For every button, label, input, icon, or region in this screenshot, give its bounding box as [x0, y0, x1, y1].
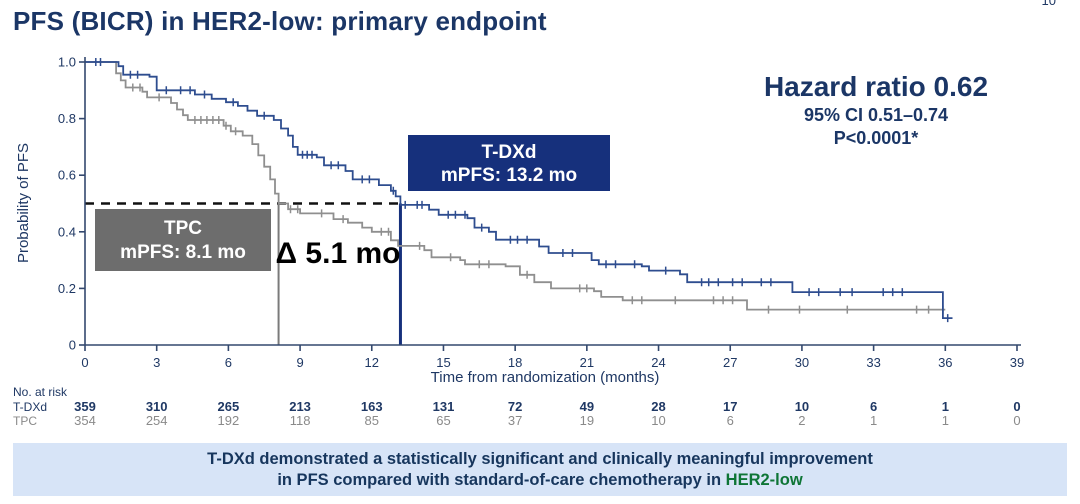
risk-table-value: 17	[723, 399, 737, 414]
risk-table-value: 118	[290, 413, 311, 428]
x-tick-label: 9	[296, 355, 303, 370]
risk-row-name-tpc: TPC	[13, 414, 37, 428]
risk-table-value: 310	[146, 399, 168, 414]
risk-table-value: 19	[580, 413, 594, 428]
risk-table-value: 213	[289, 399, 311, 414]
banner-line1: T-DXd demonstrated a statistically signi…	[207, 450, 873, 468]
confidence-interval: 95% CI 0.51–0.74	[803, 105, 949, 125]
risk-table-value: 1	[870, 413, 877, 428]
y-axis-title: Probability of PFS	[15, 143, 32, 263]
x-tick-label: 6	[225, 355, 232, 370]
km-curve-tpc	[85, 61, 946, 311]
risk-table-value: 1	[942, 413, 949, 428]
x-tick-label: 3	[153, 355, 160, 370]
km-curves	[85, 58, 953, 323]
risk-table-value: 359	[74, 399, 96, 414]
risk-table-value: 254	[146, 413, 168, 428]
risk-table-value: 6	[870, 399, 877, 414]
x-tick-label: 33	[866, 355, 880, 370]
risk-row-name-tdxd: T-DXd	[13, 400, 47, 414]
risk-table-value: 72	[508, 399, 522, 414]
banner-line2-prefix: in PFS compared with standard-of-care ch…	[277, 471, 726, 489]
hazard-ratio-block: Hazard ratio 0.62 95% CI 0.51–0.74 P<0.0…	[700, 70, 1052, 150]
tdxd-annotation-box	[408, 135, 610, 191]
x-tick-label: 18	[508, 355, 522, 370]
risk-table-value: 265	[218, 399, 240, 414]
p-value: P<0.0001*	[833, 128, 919, 148]
y-tick-label: 1.0	[58, 55, 76, 70]
risk-table-value: 65	[436, 413, 450, 428]
x-tick-label: 21	[580, 355, 594, 370]
km-curve-t-dxd	[85, 61, 953, 319]
risk-table-value: 354	[74, 413, 96, 428]
risk-table-value: 6	[727, 413, 734, 428]
risk-table-value: 28	[651, 399, 665, 414]
y-tick-label: 0	[69, 338, 76, 353]
banner-her2low-highlight: HER2-low	[725, 471, 803, 489]
x-tick-label: 30	[795, 355, 809, 370]
risk-table-value: 0	[1013, 399, 1020, 414]
risk-table-value: 37	[508, 413, 522, 428]
x-tick-label: 12	[365, 355, 379, 370]
tdxd-box-name: T-DXd	[482, 142, 537, 163]
x-tick-label: 39	[1010, 355, 1024, 370]
x-tick-label: 0	[81, 355, 88, 370]
tpc-box-name: TPC	[164, 218, 202, 239]
risk-table-value: 85	[365, 413, 379, 428]
tpc-annotation-box	[95, 209, 271, 271]
x-tick-label: 24	[651, 355, 665, 370]
tpc-box-mpfs: mPFS: 8.1 mo	[120, 242, 246, 263]
risk-table-value: 131	[433, 399, 455, 414]
censor-ticks-tpc	[132, 83, 944, 314]
risk-table-value: 1	[942, 399, 949, 414]
y-tick-label: 0.4	[58, 224, 76, 239]
risk-table-value: 192	[218, 413, 240, 428]
page-number: 10	[1041, 0, 1056, 8]
conclusion-banner: T-DXd demonstrated a statistically signi…	[13, 443, 1067, 496]
censor-ticks-t-dxd	[95, 58, 949, 323]
y-axis-ticks: 0 0.2 0.4 0.6 0.8 1.0	[58, 55, 85, 353]
risk-table-value: 49	[580, 399, 594, 414]
x-axis-title: Time from randomization (months)	[431, 369, 660, 386]
x-tick-label: 15	[436, 355, 450, 370]
km-plot: 0 3 6 9 12 15 18 21 24 27 30 33 36 39 00.20.40.60.81.…	[13, 55, 1024, 429]
risk-table-value: 10	[795, 399, 809, 414]
delta-mpfs-label: Δ 5.1 mo	[276, 237, 401, 270]
risk-table-value: 10	[651, 413, 665, 428]
tdxd-box-mpfs: mPFS: 13.2 mo	[441, 165, 577, 186]
hazard-ratio-value: Hazard ratio 0.62	[763, 71, 989, 102]
y-tick-label: 0.6	[58, 168, 76, 183]
risk-table-value: 163	[361, 399, 383, 414]
page-title: PFS (BICR) in HER2-low: primary endpoint	[13, 6, 547, 36]
y-tick-label: 0.2	[58, 281, 76, 296]
x-axis-ticks: 0 3 6 9 12 15 18 21 24 27 30 33 36 39	[81, 345, 1024, 370]
risk-table-value: 2	[798, 413, 805, 428]
x-tick-label: 27	[723, 355, 737, 370]
x-tick-label: 36	[938, 355, 952, 370]
risk-table-value: 0	[1013, 413, 1020, 428]
risk-table-label: No. at risk	[13, 385, 68, 399]
banner-line2: in PFS compared with standard-of-care ch…	[13, 470, 1067, 491]
y-tick-label: 0.8	[58, 111, 76, 126]
